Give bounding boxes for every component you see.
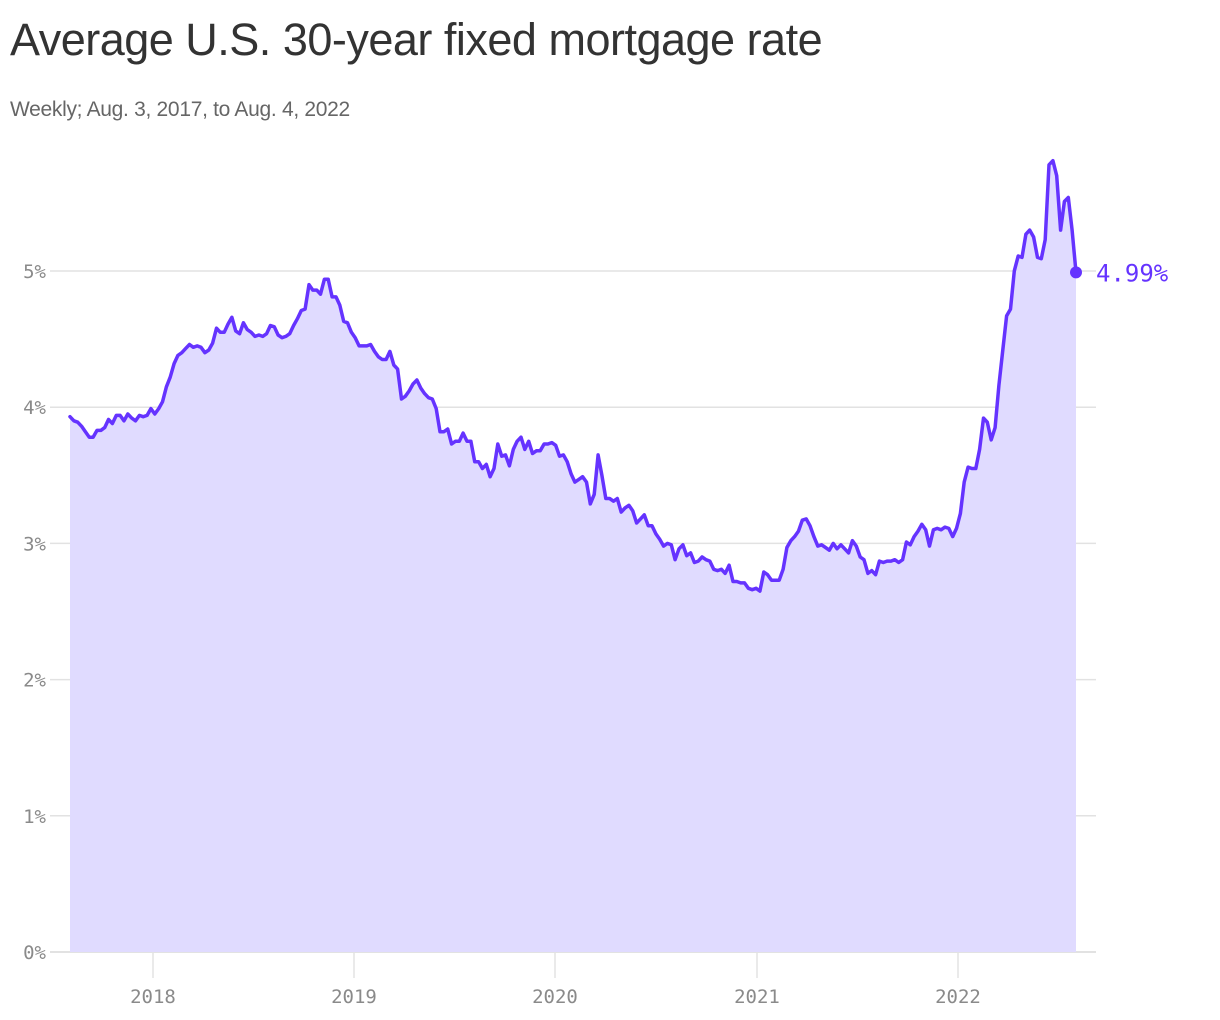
x-tick-label: 2022 (935, 986, 981, 1008)
y-axis: 0% 1% 2% 3% 4% 5% (23, 261, 46, 964)
y-tick-label: 2% (23, 670, 46, 692)
x-axis: 2018 2019 2020 2021 2022 (130, 953, 981, 1008)
chart-title: Average U.S. 30-year fixed mortgage rate (10, 14, 823, 65)
rate-line (68, 158, 1078, 593)
x-tick-label: 2018 (130, 986, 176, 1008)
end-point-marker (1070, 266, 1082, 279)
x-tick-label: 2021 (734, 986, 780, 1008)
y-tick-label: 5% (23, 261, 46, 283)
y-tick-label: 4% (23, 397, 46, 419)
end-value-label: 4.99% (1096, 259, 1169, 287)
y-tick-label: 1% (23, 806, 46, 828)
chart-subtitle: Weekly; Aug. 3, 2017, to Aug. 4, 2022 (10, 98, 350, 121)
y-tick-label: 3% (23, 533, 46, 555)
area-fill (70, 160, 1076, 952)
y-tick-label: 0% (23, 942, 46, 964)
x-tick-label: 2019 (331, 986, 377, 1008)
x-tick-label: 2020 (532, 986, 578, 1008)
